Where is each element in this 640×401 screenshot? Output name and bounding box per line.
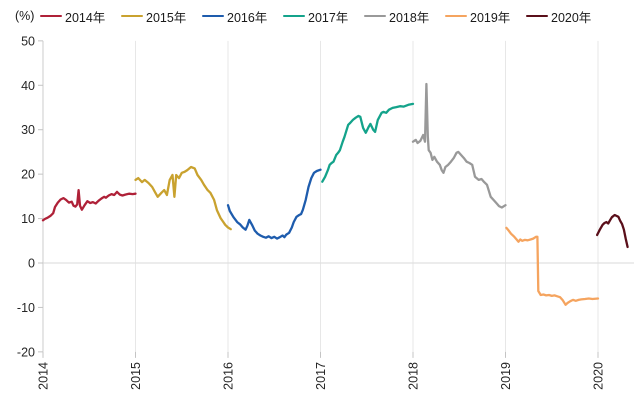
x-tick-label: 2018 bbox=[407, 362, 421, 390]
y-tick-label: -20 bbox=[17, 345, 35, 359]
y-tick-label: 40 bbox=[21, 79, 35, 93]
legend-item-2014: 2014年 bbox=[40, 7, 121, 26]
legend-items: 2014年 2015年 2016年 2017年 2018年 2019年 2020年 bbox=[40, 7, 607, 26]
legend-swatch bbox=[445, 14, 467, 18]
legend-item-2019: 2019年 bbox=[445, 7, 526, 26]
x-tick-label: 2017 bbox=[314, 362, 328, 390]
legend-item-label: 2019年 bbox=[470, 10, 511, 25]
y-axis-unit-label: (%) bbox=[15, 9, 35, 23]
legend-item-label: 2014年 bbox=[65, 10, 106, 25]
legend-item-2016: 2016年 bbox=[202, 7, 283, 26]
legend-swatch bbox=[526, 14, 548, 18]
legend-item-label: 2017年 bbox=[308, 10, 349, 25]
legend-swatch bbox=[283, 14, 305, 18]
legend-item-label: 2020年 bbox=[551, 10, 592, 25]
y-tick-label: 0 bbox=[28, 257, 35, 271]
legend-swatch bbox=[202, 14, 224, 18]
legend-item-2020: 2020年 bbox=[526, 7, 607, 26]
legend-item-label: 2016年 bbox=[227, 10, 268, 25]
x-tick-label: 2016 bbox=[222, 362, 236, 390]
legend-item-label: 2015年 bbox=[146, 10, 187, 25]
legend-item-2017: 2017年 bbox=[283, 7, 364, 26]
y-tick-label: 50 bbox=[21, 34, 35, 48]
x-tick-label: 2019 bbox=[499, 362, 513, 390]
series-line-2017 bbox=[321, 102, 415, 183]
legend-swatch bbox=[121, 14, 143, 18]
series-line-2016 bbox=[226, 168, 322, 240]
y-tick-label: 30 bbox=[21, 123, 35, 137]
legend-item-2018: 2018年 bbox=[364, 7, 445, 26]
series-line-2019 bbox=[505, 226, 600, 306]
series-line-2020 bbox=[595, 213, 629, 249]
series-line-2015 bbox=[134, 165, 232, 231]
series-line-2018 bbox=[411, 82, 507, 209]
series-line-2014 bbox=[41, 188, 137, 222]
x-tick-label: 2020 bbox=[592, 362, 606, 390]
y-tick-label: 10 bbox=[21, 212, 35, 226]
legend-item-label: 2018年 bbox=[389, 10, 430, 25]
y-tick-label: -10 bbox=[17, 301, 35, 315]
legend: (%) 2014年 2015年 2016年 2017年 2018年 2019年 2020年 bbox=[0, 7, 607, 25]
x-tick-label: 2015 bbox=[129, 362, 143, 390]
legend-item-2015: 2015年 bbox=[121, 7, 202, 26]
y-tick-label: 20 bbox=[21, 168, 35, 182]
x-tick-label: 2014 bbox=[37, 362, 51, 390]
legend-swatch bbox=[40, 14, 62, 18]
legend-swatch bbox=[364, 14, 386, 18]
